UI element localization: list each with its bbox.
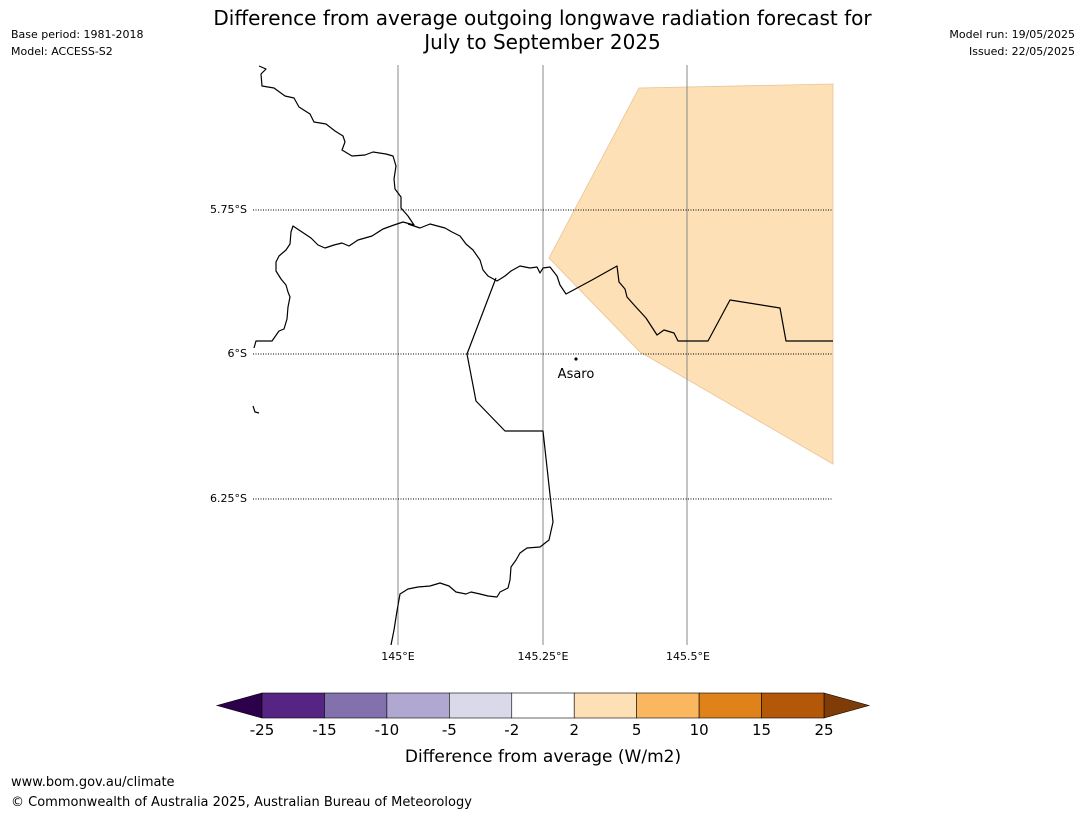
- model-run: Model run: 19/05/2025: [949, 28, 1075, 41]
- colorbar-segment: [386, 692, 450, 719]
- colorbar-segment: [636, 692, 700, 719]
- colorbar-under-arrow: [215, 692, 263, 719]
- colorbar-tick-label: -15: [312, 721, 337, 739]
- place-marker: [574, 357, 578, 361]
- lon-label-145-5: 145.5°E: [666, 650, 710, 663]
- colorbar-segment: [449, 692, 513, 719]
- title-line-1: Difference from average outgoing longwav…: [213, 6, 872, 30]
- title-line-2: July to September 2025: [424, 30, 661, 54]
- province-boundary-central: [407, 223, 833, 342]
- province-boundary-south: [390, 277, 554, 646]
- colorbar-tick-label: -2: [504, 721, 519, 739]
- lat-label-6-25: 6.25°S: [210, 492, 247, 505]
- colorbar-segment: [698, 692, 762, 719]
- colorbar-tick-label: 15: [752, 721, 771, 739]
- place-label: Asaro: [558, 367, 595, 382]
- colorbar-segment: [261, 692, 325, 719]
- colorbar-over-arrow: [823, 692, 871, 719]
- colorbar-tick-label: -25: [250, 721, 275, 739]
- province-boundary-north: [253, 65, 415, 349]
- meta-left: Base period: 1981-2018 Model: ACCESS-S2: [11, 26, 143, 60]
- colorbar-label: Difference from average (W/m2): [405, 747, 681, 767]
- colorbar-tick-label: 10: [690, 721, 709, 739]
- colorbar-tick-label: -5: [442, 721, 457, 739]
- colorbar-tick-label: 25: [814, 721, 833, 739]
- colorbar: -25 -15 -10 -5 -2 2 5 10 15 25: [215, 692, 871, 739]
- model-name: Model: ACCESS-S2: [11, 45, 113, 58]
- page-title: Difference from average outgoing longwav…: [0, 6, 1085, 54]
- colorbar-segment: [761, 692, 825, 719]
- meta-right: Model run: 19/05/2025 Issued: 22/05/2025: [949, 26, 1075, 60]
- lat-label-6: 6°S: [228, 347, 247, 360]
- colorbar-segment: [511, 692, 575, 719]
- footer-url[interactable]: www.bom.gov.au/climate: [11, 775, 175, 790]
- lat-label-5-75: 5.75°S: [210, 203, 247, 216]
- colorbar-tick-label: 2: [569, 721, 579, 739]
- footer-copyright: © Commonwealth of Australia 2025, Austra…: [11, 795, 472, 810]
- colorbar-segment: [324, 692, 388, 719]
- lon-label-145: 145°E: [381, 650, 414, 663]
- lon-label-145-25: 145.25°E: [518, 650, 569, 663]
- coast-fragment: [252, 405, 260, 414]
- colorbar-segment: [573, 692, 637, 719]
- anomaly-region: [548, 83, 834, 465]
- colorbar-tick-label: 5: [632, 721, 642, 739]
- base-period: Base period: 1981-2018: [11, 28, 144, 41]
- issued-date: Issued: 22/05/2025: [968, 45, 1075, 58]
- colorbar-tick-label: -10: [375, 721, 400, 739]
